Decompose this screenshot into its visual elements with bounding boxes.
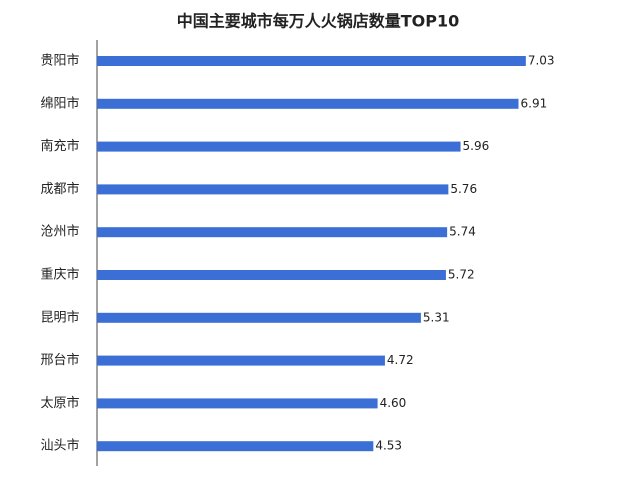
chart-title: 中国主要城市每万人火锅店数量TOP10 bbox=[177, 12, 460, 31]
bar bbox=[97, 398, 378, 409]
y-tick-label: 成都市 bbox=[40, 181, 79, 197]
value-label: 5.96 bbox=[463, 139, 490, 153]
bar bbox=[97, 312, 421, 323]
bar bbox=[97, 227, 448, 238]
y-tick-label: 汕头市 bbox=[40, 438, 79, 454]
value-label: 5.31 bbox=[423, 310, 450, 324]
y-tick-label: 南充市 bbox=[40, 138, 79, 154]
value-label: 5.76 bbox=[450, 182, 477, 196]
value-label: 4.53 bbox=[375, 439, 402, 453]
value-label: 5.72 bbox=[448, 268, 475, 282]
bar bbox=[97, 98, 519, 109]
bar bbox=[97, 141, 461, 152]
bar bbox=[97, 355, 385, 366]
y-tick-label: 太原市 bbox=[40, 395, 79, 411]
y-tick-label: 昆明市 bbox=[40, 309, 79, 325]
y-tick-label: 贵阳市 bbox=[40, 53, 79, 69]
value-label: 5.74 bbox=[449, 225, 476, 239]
value-label: 4.60 bbox=[380, 396, 407, 410]
y-tick-label: 邢台市 bbox=[40, 352, 79, 368]
value-label: 7.03 bbox=[528, 54, 555, 68]
bar bbox=[97, 56, 526, 66]
bar bbox=[97, 270, 446, 280]
y-tick-label: 绵阳市 bbox=[40, 95, 79, 111]
y-tick-label: 沧州市 bbox=[40, 224, 79, 240]
y-tick-label: 重庆市 bbox=[40, 267, 79, 283]
value-label: 6.91 bbox=[521, 96, 548, 110]
bar bbox=[97, 441, 374, 452]
value-label: 4.72 bbox=[387, 353, 414, 367]
bar bbox=[97, 184, 449, 195]
